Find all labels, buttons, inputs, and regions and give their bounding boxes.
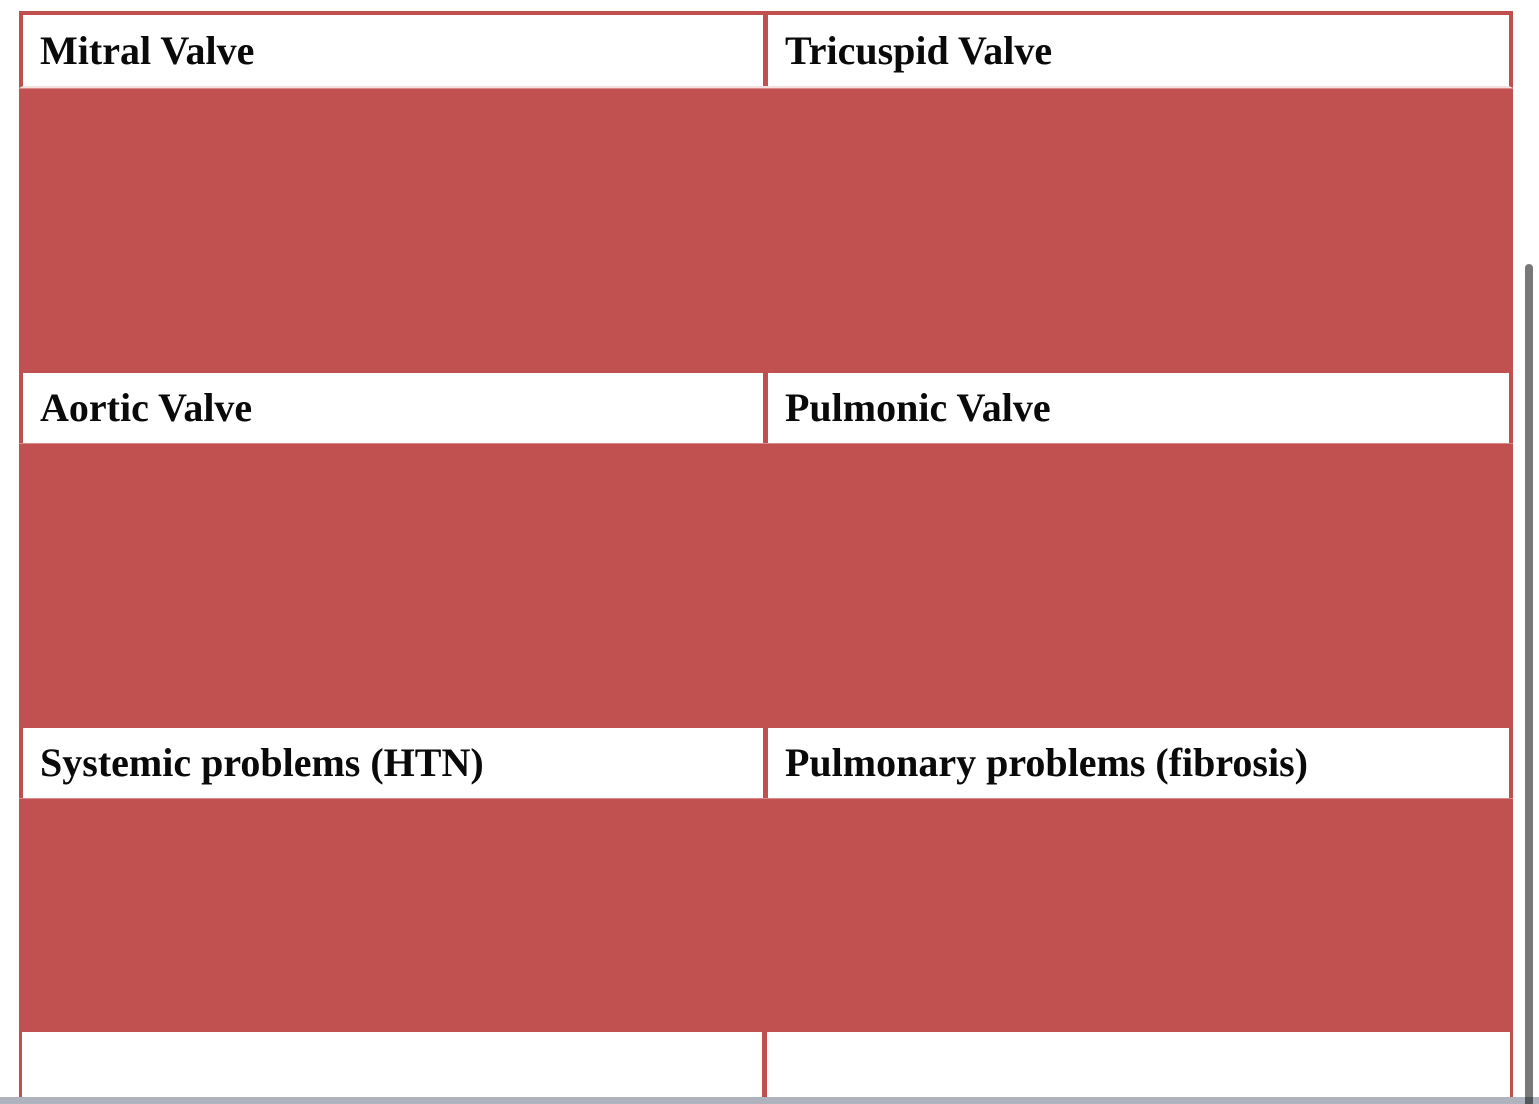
cell-empty-right (767, 1032, 1510, 1098)
horizontal-scrollbar[interactable] (0, 1097, 1539, 1104)
table-row-valve-av: Mitral Valve Tricuspid Valve (19, 11, 1513, 88)
valve-study-table: Mitral Valve Tricuspid Valve Aortic Valv… (19, 11, 1513, 1098)
table-row-problems: Systemic problems (HTN) Pulmonary proble… (19, 728, 1513, 798)
cell-label: Mitral Valve (40, 27, 255, 73)
cell-pulmonary-problems: Pulmonary problems (fibrosis) (768, 728, 1509, 798)
cell-label: Systemic problems (HTN) (40, 740, 484, 785)
cell-label: Pulmonic Valve (785, 385, 1051, 430)
cell-label: Pulmonary problems (fibrosis) (785, 740, 1308, 785)
hidden-answer-band (19, 443, 1513, 728)
cell-mitral-valve: Mitral Valve (23, 15, 768, 86)
cell-label: Aortic Valve (40, 385, 253, 430)
vertical-scrollbar-thumb[interactable] (1525, 264, 1533, 1097)
table-row-empty (19, 1032, 1513, 1098)
hidden-answer-band (19, 798, 1513, 1032)
cell-systemic-problems: Systemic problems (HTN) (23, 728, 768, 798)
cell-tricuspid-valve: Tricuspid Valve (768, 15, 1509, 86)
hidden-answer-band (19, 88, 1513, 373)
cell-aortic-valve: Aortic Valve (23, 373, 768, 443)
cell-empty-left (22, 1032, 767, 1098)
table-row-semilunar: Aortic Valve Pulmonic Valve (19, 373, 1513, 443)
cell-label: Tricuspid Valve (785, 27, 1053, 73)
scrollbar-corner (1525, 1097, 1533, 1104)
cell-pulmonic-valve: Pulmonic Valve (768, 373, 1509, 443)
